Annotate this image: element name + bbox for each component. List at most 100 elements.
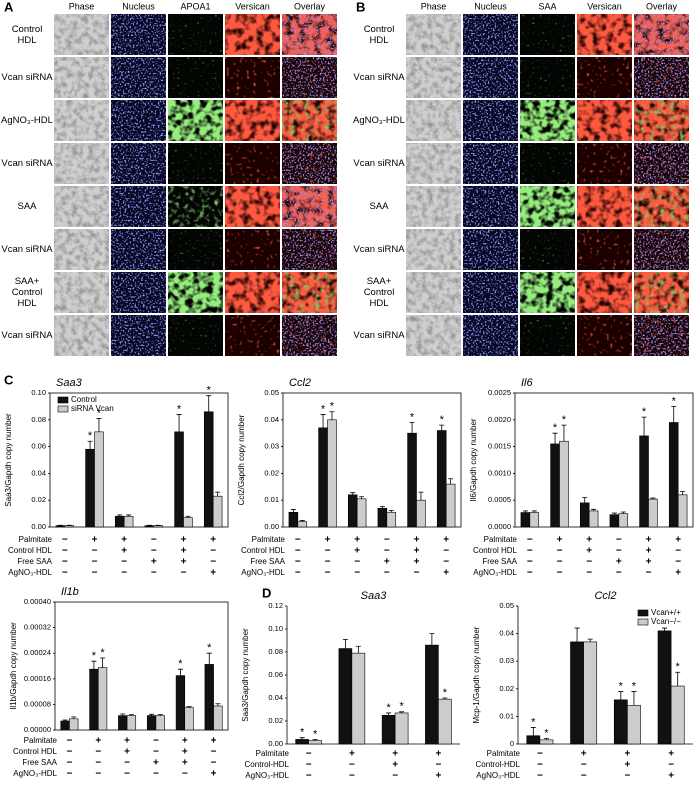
micrograph-texture	[463, 100, 518, 141]
error-bar	[530, 727, 536, 736]
micrograph-texture	[406, 143, 461, 184]
error-bar	[418, 491, 424, 501]
bar	[114, 515, 125, 528]
condition-mark: +	[435, 771, 441, 782]
condition-label: Control HDL	[13, 747, 58, 756]
row-label: SAA+ Control HDL	[11, 276, 43, 309]
condition-mark: −	[153, 769, 159, 780]
bar	[526, 735, 541, 745]
condition-label: Free SAA	[250, 557, 285, 566]
condition-mark: +	[211, 736, 217, 747]
y-tick-label: 0.03	[499, 656, 514, 665]
condition-mark: +	[124, 747, 130, 758]
condition-mark: −	[211, 758, 217, 769]
y-tick-label: 0.00	[31, 522, 46, 531]
y-axis-label: Saa3/Gapdh copy number	[241, 628, 250, 722]
micrograph-texture	[577, 100, 632, 141]
y-tick-label: 0.02	[31, 495, 46, 504]
micrograph-texture	[406, 57, 461, 98]
bar	[85, 448, 95, 528]
significance-marker: *	[553, 422, 558, 434]
condition-mark: −	[527, 568, 533, 579]
condition-mark: −	[306, 760, 312, 771]
error-bar	[552, 432, 558, 444]
condition-mark: −	[443, 557, 449, 568]
condition-mark: +	[181, 557, 187, 568]
micrograph-texture	[577, 143, 632, 184]
y-tick-label: 0.05	[499, 601, 514, 610]
y-tick-label: 0.04	[264, 415, 279, 424]
bar	[436, 430, 447, 528]
condition-mark: −	[92, 546, 98, 557]
condition-mark: −	[557, 568, 563, 579]
bar	[213, 705, 223, 731]
condition-mark: −	[675, 546, 681, 557]
condition-mark: +	[616, 557, 622, 568]
legend-swatch	[57, 396, 69, 404]
column-header: APOA1	[180, 1, 210, 11]
micrograph-texture	[111, 272, 166, 313]
condition-mark: +	[354, 535, 360, 546]
bar	[416, 499, 426, 528]
condition-mark: −	[537, 771, 543, 782]
micrograph-texture	[111, 143, 166, 184]
micrograph-texture	[282, 229, 337, 270]
plot-frame	[514, 392, 694, 528]
error-bar	[186, 706, 192, 708]
micrograph-texture	[54, 186, 109, 227]
condition-mark: −	[153, 747, 159, 758]
condition-mark: −	[443, 546, 449, 557]
row-label: Control HDL	[363, 23, 395, 46]
bar	[407, 432, 417, 528]
error-bar	[611, 512, 617, 515]
condition-mark: −	[62, 546, 68, 557]
error-bar	[96, 418, 102, 432]
condition-label: Palmitate	[487, 749, 521, 758]
micrograph-texture	[577, 315, 632, 356]
condition-mark: −	[668, 760, 674, 771]
condition-mark: −	[62, 535, 68, 546]
error-bar	[299, 737, 305, 740]
micrograph-texture	[406, 315, 461, 356]
condition-mark: −	[66, 769, 72, 780]
row-label: Vcan siRNA	[353, 72, 405, 83]
micrograph-texture	[111, 14, 166, 55]
legend-swatch	[57, 405, 69, 413]
condition-mark: +	[151, 557, 157, 568]
row-label: AgNO₃-HDL	[353, 115, 405, 126]
significance-marker: *	[92, 650, 97, 662]
bar	[318, 427, 328, 528]
significance-marker: *	[672, 395, 677, 407]
bar	[609, 514, 620, 528]
condition-label: Control HDL	[241, 546, 286, 555]
error-bar	[62, 719, 68, 722]
condition-mark: −	[66, 736, 72, 747]
significance-marker: *	[178, 658, 183, 670]
micrograph-texture	[406, 229, 461, 270]
micrograph-texture	[225, 229, 280, 270]
error-bar	[206, 652, 212, 665]
significance-marker: *	[300, 727, 305, 739]
micrograph-texture	[634, 143, 689, 184]
condition-label: Control HDL	[473, 546, 518, 555]
error-bar	[149, 713, 155, 716]
condition-mark: −	[527, 557, 533, 568]
error-bar	[177, 668, 183, 676]
bar	[377, 507, 388, 528]
y-tick-label: 0.0015	[488, 442, 511, 451]
y-tick-label: 0.0025	[488, 388, 511, 397]
condition-mark: −	[384, 535, 390, 546]
error-bar	[531, 510, 537, 513]
bar	[657, 630, 672, 745]
micrograph-texture	[54, 229, 109, 270]
condition-mark: −	[616, 568, 622, 579]
micrograph-texture	[54, 100, 109, 141]
column-header: Versican	[587, 1, 622, 11]
condition-mark: −	[124, 769, 130, 780]
significance-marker: *	[544, 727, 549, 739]
condition-label: AgNO₃-HDL	[473, 568, 517, 577]
error-bar	[641, 416, 647, 436]
micrograph-texture	[463, 14, 518, 55]
bar	[618, 513, 629, 528]
error-bar	[587, 638, 593, 642]
